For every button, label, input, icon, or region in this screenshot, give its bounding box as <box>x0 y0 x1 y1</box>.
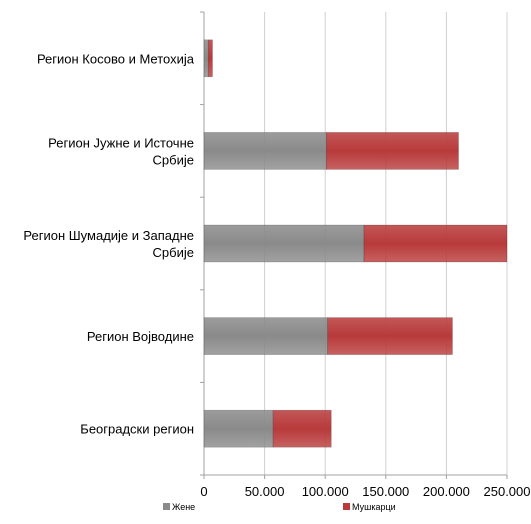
bar-mushkarci <box>326 132 459 170</box>
bar-zhene <box>203 317 328 355</box>
bar-mushkarci <box>327 317 453 355</box>
x-tick-label: 150.000 <box>362 484 409 499</box>
category-label: Регион Војводине <box>87 329 194 344</box>
bar-mushkarci <box>363 224 508 263</box>
bar-zhene <box>203 39 209 78</box>
x-tick-labels: 0 50.000 100.000 150.000 200.000 250.000 <box>200 484 530 499</box>
x-tick-label: 50.000 <box>245 484 285 499</box>
category-label: Регион Јужне и Источне Србије <box>48 135 194 167</box>
category-label: Регион Косово и Метохија <box>37 51 195 66</box>
category-label: Београдски регион <box>80 422 194 437</box>
x-tick-label: 0 <box>200 484 207 499</box>
legend-swatch <box>163 503 170 510</box>
x-tick-label: 100.000 <box>302 484 349 499</box>
bar-zhene <box>203 132 327 170</box>
x-tick-label: 250.000 <box>484 484 531 499</box>
bar-mushkarci <box>207 39 213 78</box>
legend-swatch <box>343 503 350 510</box>
x-tick-label: 200.000 <box>423 484 470 499</box>
legend: Жене Мушкарци <box>163 502 396 512</box>
category-label: Регион Шумадије и Западне Србије <box>23 228 194 260</box>
category-labels: Регион Косово и Метохија Регион Јужне и И… <box>23 51 194 436</box>
bar-zhene <box>203 224 365 263</box>
legend-label: Мушкарци <box>352 502 396 512</box>
bar-mushkarci <box>272 409 332 448</box>
bar-zhene <box>203 409 274 448</box>
legend-label: Жене <box>172 502 195 512</box>
bars <box>203 39 508 448</box>
